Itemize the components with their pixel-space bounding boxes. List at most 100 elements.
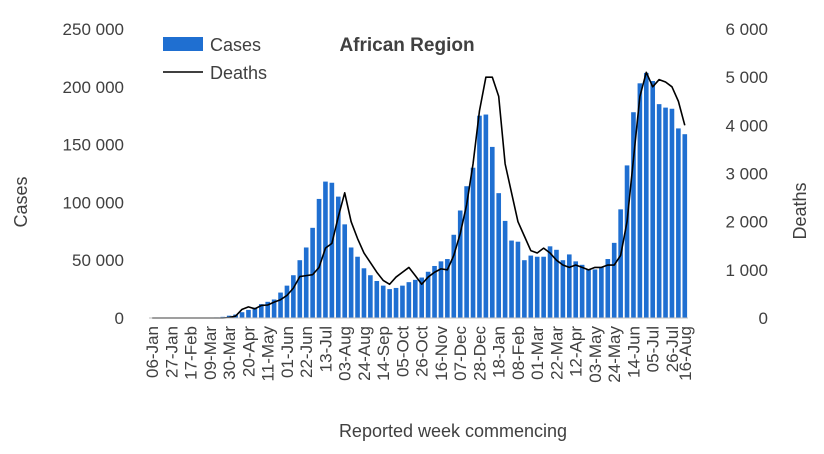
cases-bar [265,301,271,318]
legend-deaths-label: Deaths [210,63,267,83]
cases-bar [425,271,431,318]
cases-bar [586,269,591,318]
cases-bar [361,268,367,318]
x-tick-label: 09-Mar [201,326,220,380]
cases-bar [457,210,463,318]
cases-bar [419,277,425,318]
x-tick-label: 26-Oct [413,326,432,377]
cases-bar [592,269,598,318]
cases-bar [258,304,264,318]
cases-bar [515,241,521,318]
cases-bar [335,196,341,318]
cases-bar [342,224,348,318]
cases-bar [297,260,303,318]
legend: Cases Deaths [163,35,267,83]
cases-bar [451,234,457,318]
cases-bar [284,285,290,318]
cases-bar [348,247,354,318]
x-axis-ticks: 06-Jan 27-Jan 17-Feb 09-Mar 30-Mar 20-Apr 11-M… [143,326,695,383]
y-left-tick-label: 100 000 [63,193,124,212]
cases-bar [310,227,315,318]
y-right-tick-label: 1 000 [725,261,768,280]
x-tick-label: 16-Nov [432,326,451,381]
cases-bar [631,112,636,318]
cases-bar [355,256,360,318]
cases-bar [368,275,373,318]
cases-bar [528,255,534,318]
cases-bar [534,256,540,318]
cases-bar [374,281,380,318]
y-left-tick-label: 200 000 [63,78,124,97]
x-tick-label: 24-May [605,326,624,383]
x-tick-label: 03-Aug [336,326,355,381]
cases-bar [438,261,444,318]
y-left-tick-label: 50 000 [72,251,124,270]
cases-bar [303,247,309,318]
cases-bar [291,275,296,318]
x-tick-label: 11-May [259,326,278,382]
deaths-line [152,71,686,319]
cases-bar [412,279,418,318]
y-right-tick-label: 0 [759,309,768,328]
cases-bar [566,254,572,318]
x-tick-label: 24-Aug [355,326,374,381]
cases-bar [554,249,559,318]
cases-bar [599,267,604,318]
cases-bars [214,72,688,319]
cases-bar [522,260,527,318]
cases-bar [618,209,623,318]
x-tick-label: 01-Jun [278,326,297,378]
y-right-tick-label: 3 000 [725,165,768,184]
cases-bar [489,146,495,318]
cases-bar [496,193,502,318]
cases-bar [624,165,630,318]
x-tick-label: 06-Jan [143,326,162,378]
cases-bar [406,282,412,318]
cases-bar [393,287,399,318]
x-tick-label: 22-Mar [548,326,567,380]
x-tick-label: 26-Jul [663,326,682,372]
y-left-tick-label: 250 000 [63,20,124,39]
cases-bar [656,104,662,318]
cases-bar [316,198,322,318]
cases-bar [637,83,643,318]
x-tick-label: 12-Apr [567,326,586,377]
deaths-line-group [152,71,686,319]
y-right-tick-label: 6 000 [725,20,768,39]
right-axis-ticks: 0 1 000 2 000 3 000 4 000 5 000 6 000 [725,20,768,328]
cases-bar [380,285,386,318]
cases-bar [541,256,546,318]
x-tick-label: 16-Aug [676,326,695,381]
cases-bar [502,220,508,318]
x-tick-label: 05-Oct [394,326,413,377]
cases-bar [246,309,251,318]
cases-bar [605,259,611,318]
cases-bar [387,289,392,318]
chart-title: African Region [339,35,474,56]
x-tick-label: 14-Jun [625,326,644,378]
legend-cases-label: Cases [210,35,261,55]
y-axis-right-title: Deaths [790,182,810,239]
cases-bar [611,242,617,318]
legend-cases-swatch [163,37,203,51]
left-axis-ticks: 0 50 000 100 000 150 000 200 000 250 000 [63,20,124,328]
cases-bar [676,128,681,318]
x-tick-label: 03-May [586,326,605,383]
x-tick-label: 22-Jun [297,326,316,378]
x-tick-label: 13-Jul [317,326,336,372]
x-tick-label: 18-Jan [490,326,509,378]
cases-bar [477,115,482,318]
y-left-tick-label: 0 [115,309,124,328]
cases-bar [483,114,489,318]
y-right-tick-label: 2 000 [725,213,768,232]
cases-bar [464,186,469,318]
cases-bar [573,261,579,318]
cases-bar [509,240,514,318]
x-tick-label: 30-Mar [220,326,239,380]
y-axis-left-title: Cases [11,176,31,227]
cases-bar [329,182,335,318]
cases-bar [252,307,258,318]
x-tick-label: 17-Feb [182,326,201,380]
cases-bar [669,108,675,318]
